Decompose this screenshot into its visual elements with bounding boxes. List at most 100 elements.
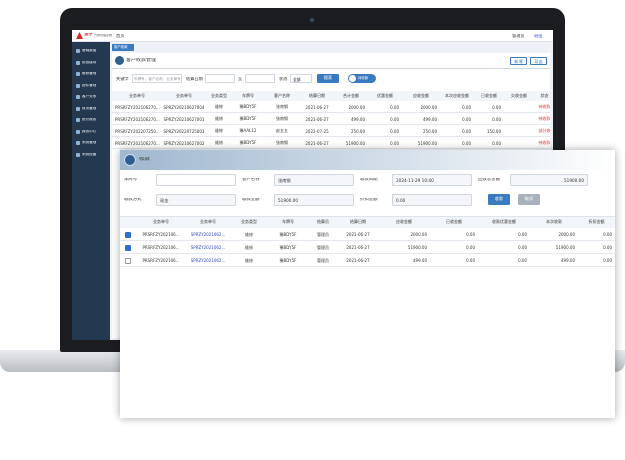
row [120, 241, 615, 254]
table-cell: 0.00 [492, 140, 501, 146]
column-header: 车牌号 [242, 93, 254, 98]
field-input[interactable]: 2024-11-29 10:40 [392, 174, 472, 186]
table-cell: 0.00 [466, 258, 475, 263]
field-input[interactable]: 51900.00 [274, 194, 354, 206]
modal-header [120, 150, 615, 170]
table-cell: 0.00 [603, 245, 612, 250]
field-input[interactable]: 51900.00 [510, 174, 588, 186]
table-cell: 0.00 [466, 245, 475, 250]
home-link[interactable]: 首页 [116, 33, 125, 38]
table-cell: SPRZY20220725003 [163, 128, 205, 134]
table-cell: PRSRFZY202207250... [115, 128, 160, 134]
toggle[interactable]: 待收款 [348, 74, 376, 83]
column-header: 业务单号 [200, 219, 216, 224]
page-button[interactable]: 新增 [510, 57, 527, 65]
date-input[interactable] [245, 74, 275, 83]
sidebar-item[interactable]: 报表中心 [82, 129, 97, 133]
row [120, 254, 615, 267]
checkbox[interactable] [125, 231, 131, 238]
title-icon [115, 56, 124, 65]
table-cell: PRSRFZY202106270... [115, 104, 160, 110]
field-label: 折扣金额 [360, 198, 378, 202]
field-input[interactable]: 0.00 [392, 194, 472, 206]
table-cell: 2021-06-27 [305, 140, 329, 146]
sidebar-item[interactable]: 配件管理 [82, 83, 97, 87]
sidebar-icon [76, 83, 80, 88]
table-cell: 豫BDY5F [239, 104, 257, 109]
checkbox[interactable] [125, 257, 131, 264]
column-header: 已收金额 [446, 219, 462, 224]
page-button[interactable]: 导出 [530, 57, 547, 65]
sidebar-item[interactable]: 客户关系 [82, 95, 97, 98]
table-cell: 2000.00 [558, 232, 575, 237]
table-cell: 豫BDY5F [239, 116, 257, 121]
table-cell: 51900.00 [417, 140, 437, 146]
column-header: 业务单号 [153, 219, 169, 224]
sidebar-icon [76, 141, 80, 145]
column-header: 本次应收金额 [445, 93, 469, 98]
sidebar-item[interactable]: 统计报表 [82, 118, 97, 121]
sidebar-icon [76, 60, 80, 65]
toggle-knob [349, 75, 356, 82]
column-header: 本次收款 [546, 219, 562, 224]
table-cell: SPRZY20210627002 [163, 140, 205, 146]
row [120, 228, 615, 241]
table-cell[interactable]: SPRZY2021062... [190, 245, 226, 250]
table-cell: 0.00 [462, 104, 471, 110]
table-cell: 0.00 [603, 232, 612, 237]
sidebar-item[interactable]: 维修管理 [82, 72, 97, 75]
field-label: 车牌号 [124, 178, 138, 182]
checkbox[interactable] [125, 244, 131, 251]
table-cell: 豫BDY5F [279, 231, 297, 237]
table-cell[interactable]: SPRZY2021062... [190, 232, 226, 237]
field-input[interactable]: 现金 [156, 194, 236, 206]
search-button[interactable]: 搜索 [317, 74, 339, 83]
table-cell: PRSRFZY202106270... [115, 116, 160, 122]
table-cell: 0.00 [492, 104, 501, 110]
status-select[interactable]: 全部 [290, 74, 312, 83]
modal-button[interactable]: 收款 [488, 194, 510, 205]
column-header: 折扣金额 [588, 219, 605, 224]
sidebar-item[interactable]: 财务管理 [82, 106, 97, 110]
sidebar-item[interactable]: 前台接待 [82, 60, 97, 64]
field-label: 收款金额 [242, 198, 260, 202]
field-label: 客户名称 [242, 178, 260, 182]
table-cell: 张南钢 [276, 104, 288, 109]
column-header: 优惠金额 [377, 93, 393, 98]
table-cell: 维修 [245, 231, 253, 237]
sidebar-item[interactable]: 系统管理 [82, 141, 97, 144]
column-header: 业务单号 [129, 93, 145, 98]
logout[interactable]: 退出 [534, 33, 543, 38]
field-input[interactable]: 张南钢 [274, 174, 354, 186]
sidebar-icon [76, 106, 80, 111]
table-cell[interactable]: SPRZY2021062... [190, 258, 226, 263]
divider [112, 68, 550, 69]
table-cell: 0.00 [462, 128, 471, 134]
label: 结算日期 [186, 77, 203, 81]
table-cell: 张南钢 [276, 140, 288, 145]
sidebar-item[interactable]: 系统设置 [82, 152, 97, 156]
sidebar-item[interactable]: 基础数据 [82, 49, 97, 52]
table-cell: 51900.00 [345, 140, 365, 146]
table-cell: PRSRFZY202106... [142, 232, 180, 237]
table-cell: 维修 [215, 128, 223, 133]
column-header: 结算日期 [350, 219, 366, 224]
table-cell: 2021-06-27 [346, 232, 370, 237]
field-input[interactable] [156, 174, 236, 186]
table-cell: 0.00 [390, 128, 399, 134]
column-header: 欠收金额 [511, 93, 527, 98]
table-cell: 499.00 [561, 258, 575, 263]
table-cell: 0.00 [492, 116, 501, 122]
tab[interactable]: 客户收款 [112, 44, 134, 51]
date-input[interactable] [205, 74, 235, 83]
table-header [112, 91, 550, 101]
modal-title: 收款 [139, 157, 151, 162]
table-cell: 499.00 [423, 116, 437, 122]
table-cell: 2021-06-27 [346, 258, 370, 263]
row [112, 101, 550, 113]
table-cell: 管理员 [317, 257, 329, 263]
modal-button[interactable]: 取消 [518, 194, 540, 205]
keyword-input[interactable]: 车牌号、客户名称、业务单号 [132, 74, 182, 83]
sidebar-icon [76, 72, 80, 76]
